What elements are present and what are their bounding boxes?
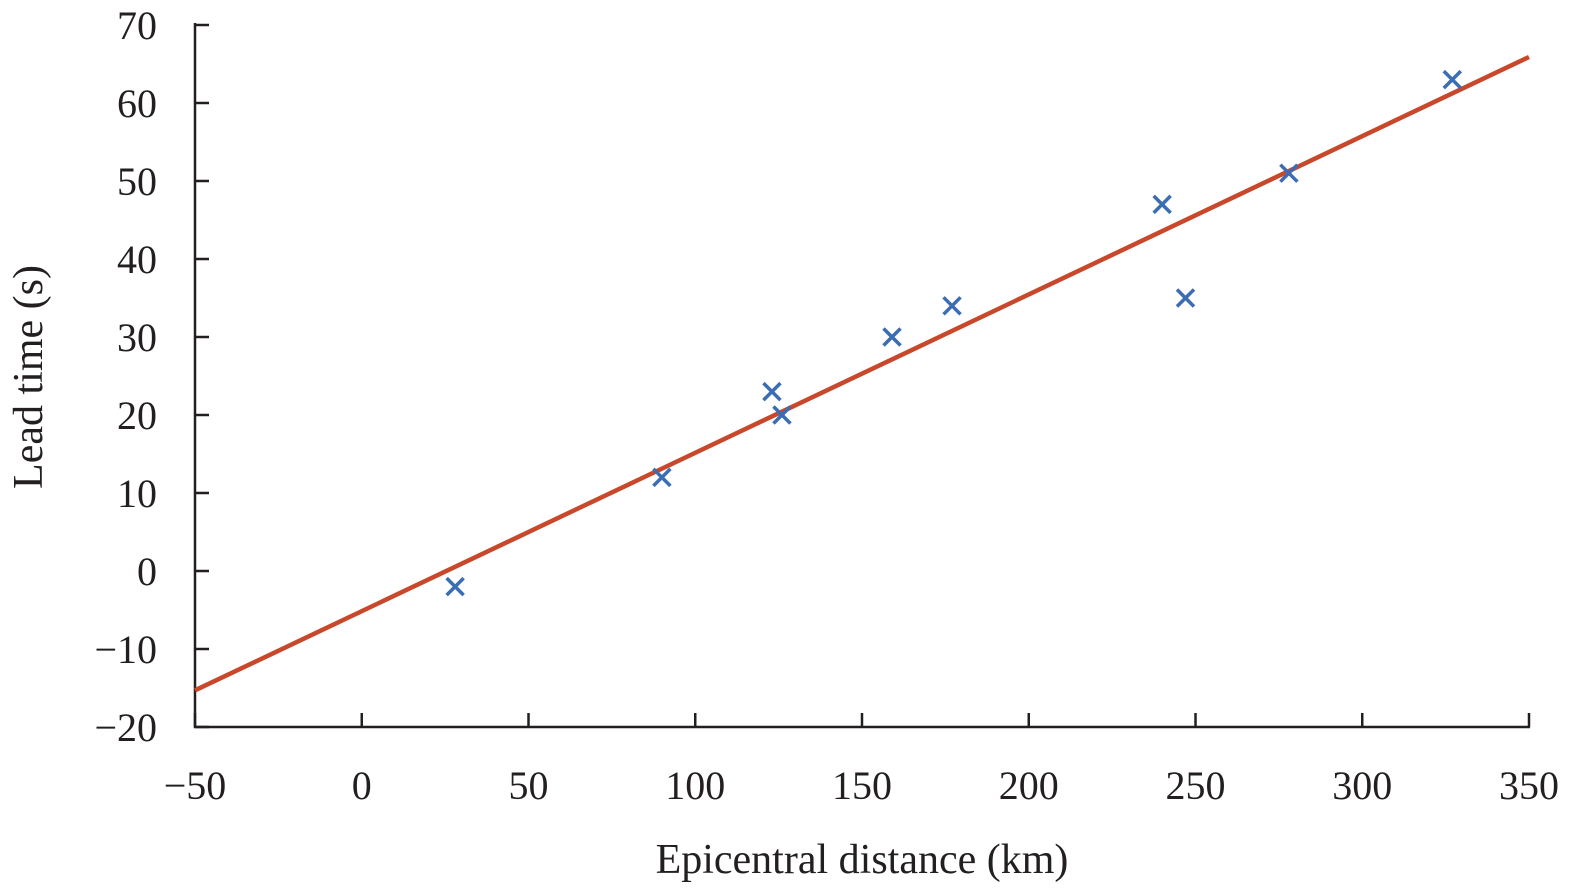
x-tick-label: 200 [999,763,1059,808]
data-point [762,381,782,402]
data-point [652,467,672,488]
data-point [1152,194,1172,215]
data-point [1279,163,1299,183]
y-tick-label: 50 [117,159,157,204]
data-points [445,69,1463,597]
x-tick-label: 100 [665,763,725,808]
x-tick-label: 150 [832,763,892,808]
data-point [772,405,792,425]
x-tick-label: −50 [164,763,227,808]
x-tick-label: 0 [352,763,372,808]
x-axis-title: Epicentral distance (km) [656,837,1069,883]
y-tick-label: 0 [137,549,157,594]
x-tick-label: 350 [1499,763,1559,808]
axes: −20 −10 0 10 20 30 40 50 60 70 −50 0 50 100 150 200 250 3… [94,3,1559,808]
x-tick-label: 250 [1166,763,1226,808]
y-tick-label: 10 [117,471,157,516]
y-tick-label: 20 [117,393,157,438]
y-axis-title: Lead time (s) [6,265,52,489]
y-tick-label: 70 [117,3,157,48]
data-point [882,327,902,347]
x-tick-label: 50 [509,763,549,808]
y-tick-label: 60 [117,81,157,126]
fit-line-group [194,54,1530,693]
data-point [1175,288,1196,308]
y-tick-label: −10 [94,627,157,672]
data-point [942,296,962,316]
y-tick-label: 30 [117,315,157,360]
y-tick-label: −20 [94,705,157,750]
fit-line [194,54,1530,693]
x-tick-label: 300 [1332,763,1392,808]
data-point [445,576,465,597]
y-tick-label: 40 [117,237,157,282]
data-point [1442,69,1463,90]
